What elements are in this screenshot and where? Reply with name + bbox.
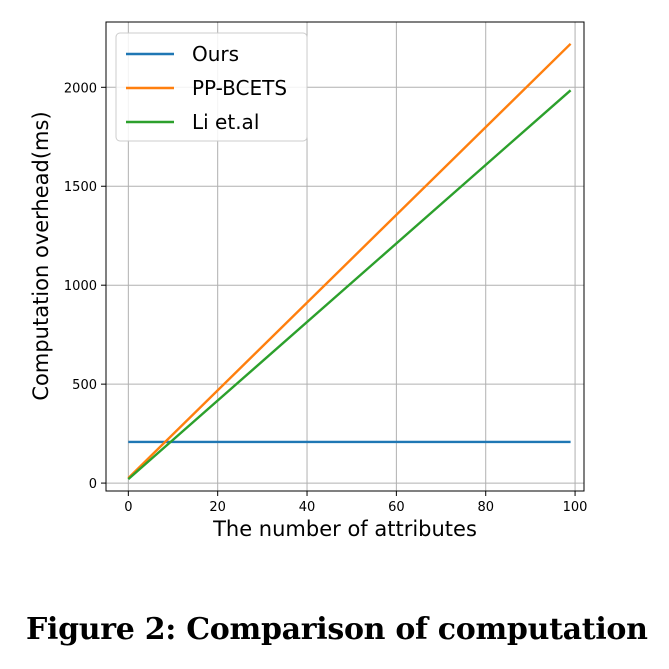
legend: Ours PP-BCETS Li et.al [115, 32, 308, 142]
figure-caption: Figure 2: Comparison of computation [26, 612, 648, 647]
plot-frame [105, 21, 585, 492]
series-line-li-et-al [127, 89, 572, 481]
legend-label: Ours [192, 42, 239, 66]
x-tick-label: 40 [299, 500, 316, 515]
x-tick-label: 20 [209, 500, 226, 515]
x-tick-label: 0 [124, 500, 132, 515]
series-line-pp-bcets [127, 42, 572, 479]
y-tick-label: 0 [89, 477, 97, 492]
y-tick-label: 500 [72, 378, 97, 393]
y-tick-label: 1000 [64, 279, 97, 294]
legend-label: PP-BCETS [192, 76, 287, 100]
x-tick-label: 100 [563, 500, 588, 515]
x-tick-label: 80 [477, 500, 494, 515]
series-lines [127, 42, 572, 481]
y-tick-label: 1500 [64, 180, 97, 195]
y-tick-label: 2000 [64, 81, 97, 96]
legend-box [115, 32, 308, 142]
x-axis-title: The number of attributes [212, 517, 477, 541]
y-axis-title: Computation overhead(ms) [29, 111, 53, 400]
x-tick-label: 60 [388, 500, 405, 515]
legend-label: Li et.al [192, 110, 259, 134]
